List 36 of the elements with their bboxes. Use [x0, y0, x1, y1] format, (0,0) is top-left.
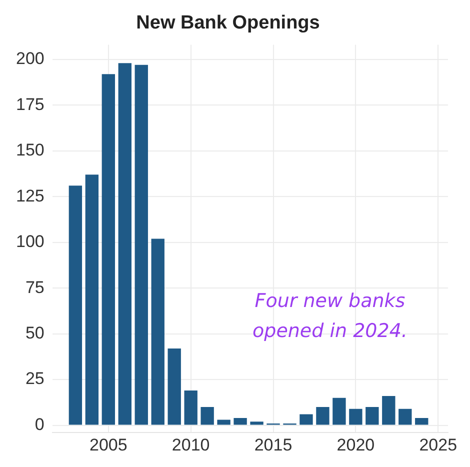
- bar: [332, 398, 346, 425]
- bar: [134, 64, 148, 425]
- x-tick-label: 2005: [90, 435, 128, 454]
- x-tick-label: 2020: [336, 435, 375, 454]
- bar: [168, 348, 181, 425]
- bar: [382, 396, 396, 425]
- bar: [398, 408, 412, 425]
- bar: [316, 406, 330, 425]
- bar: [415, 418, 428, 425]
- bar: [250, 422, 264, 425]
- x-tick-label: 2010: [172, 435, 210, 454]
- y-tick-label: 50: [25, 324, 44, 343]
- y-tick-label: 175: [16, 94, 44, 114]
- bar: [102, 74, 116, 425]
- y-tick-label: 25: [25, 369, 44, 388]
- y-tick-label: 75: [25, 278, 44, 297]
- bar: [85, 174, 99, 425]
- bar: [184, 390, 198, 425]
- bar: [349, 408, 362, 425]
- bar: [300, 414, 313, 425]
- bar: [151, 238, 164, 425]
- y-tick-label: 100: [16, 232, 44, 252]
- x-tick-label: 2025: [419, 435, 458, 454]
- bar: [118, 63, 132, 425]
- bar: [366, 406, 379, 425]
- y-tick-label: 0: [34, 414, 44, 434]
- x-tick-label: 2015: [254, 435, 292, 454]
- chart-title: New Bank Openings: [136, 12, 320, 34]
- y-tick-label: 125: [16, 186, 44, 206]
- bar: [234, 418, 247, 425]
- y-tick-label: 200: [16, 49, 44, 68]
- bar: [68, 186, 82, 425]
- y-tick-label: 150: [16, 140, 44, 160]
- annotation: Four new banks opened in 2024.: [252, 289, 408, 344]
- bar: [217, 420, 230, 425]
- bar: [200, 406, 214, 425]
